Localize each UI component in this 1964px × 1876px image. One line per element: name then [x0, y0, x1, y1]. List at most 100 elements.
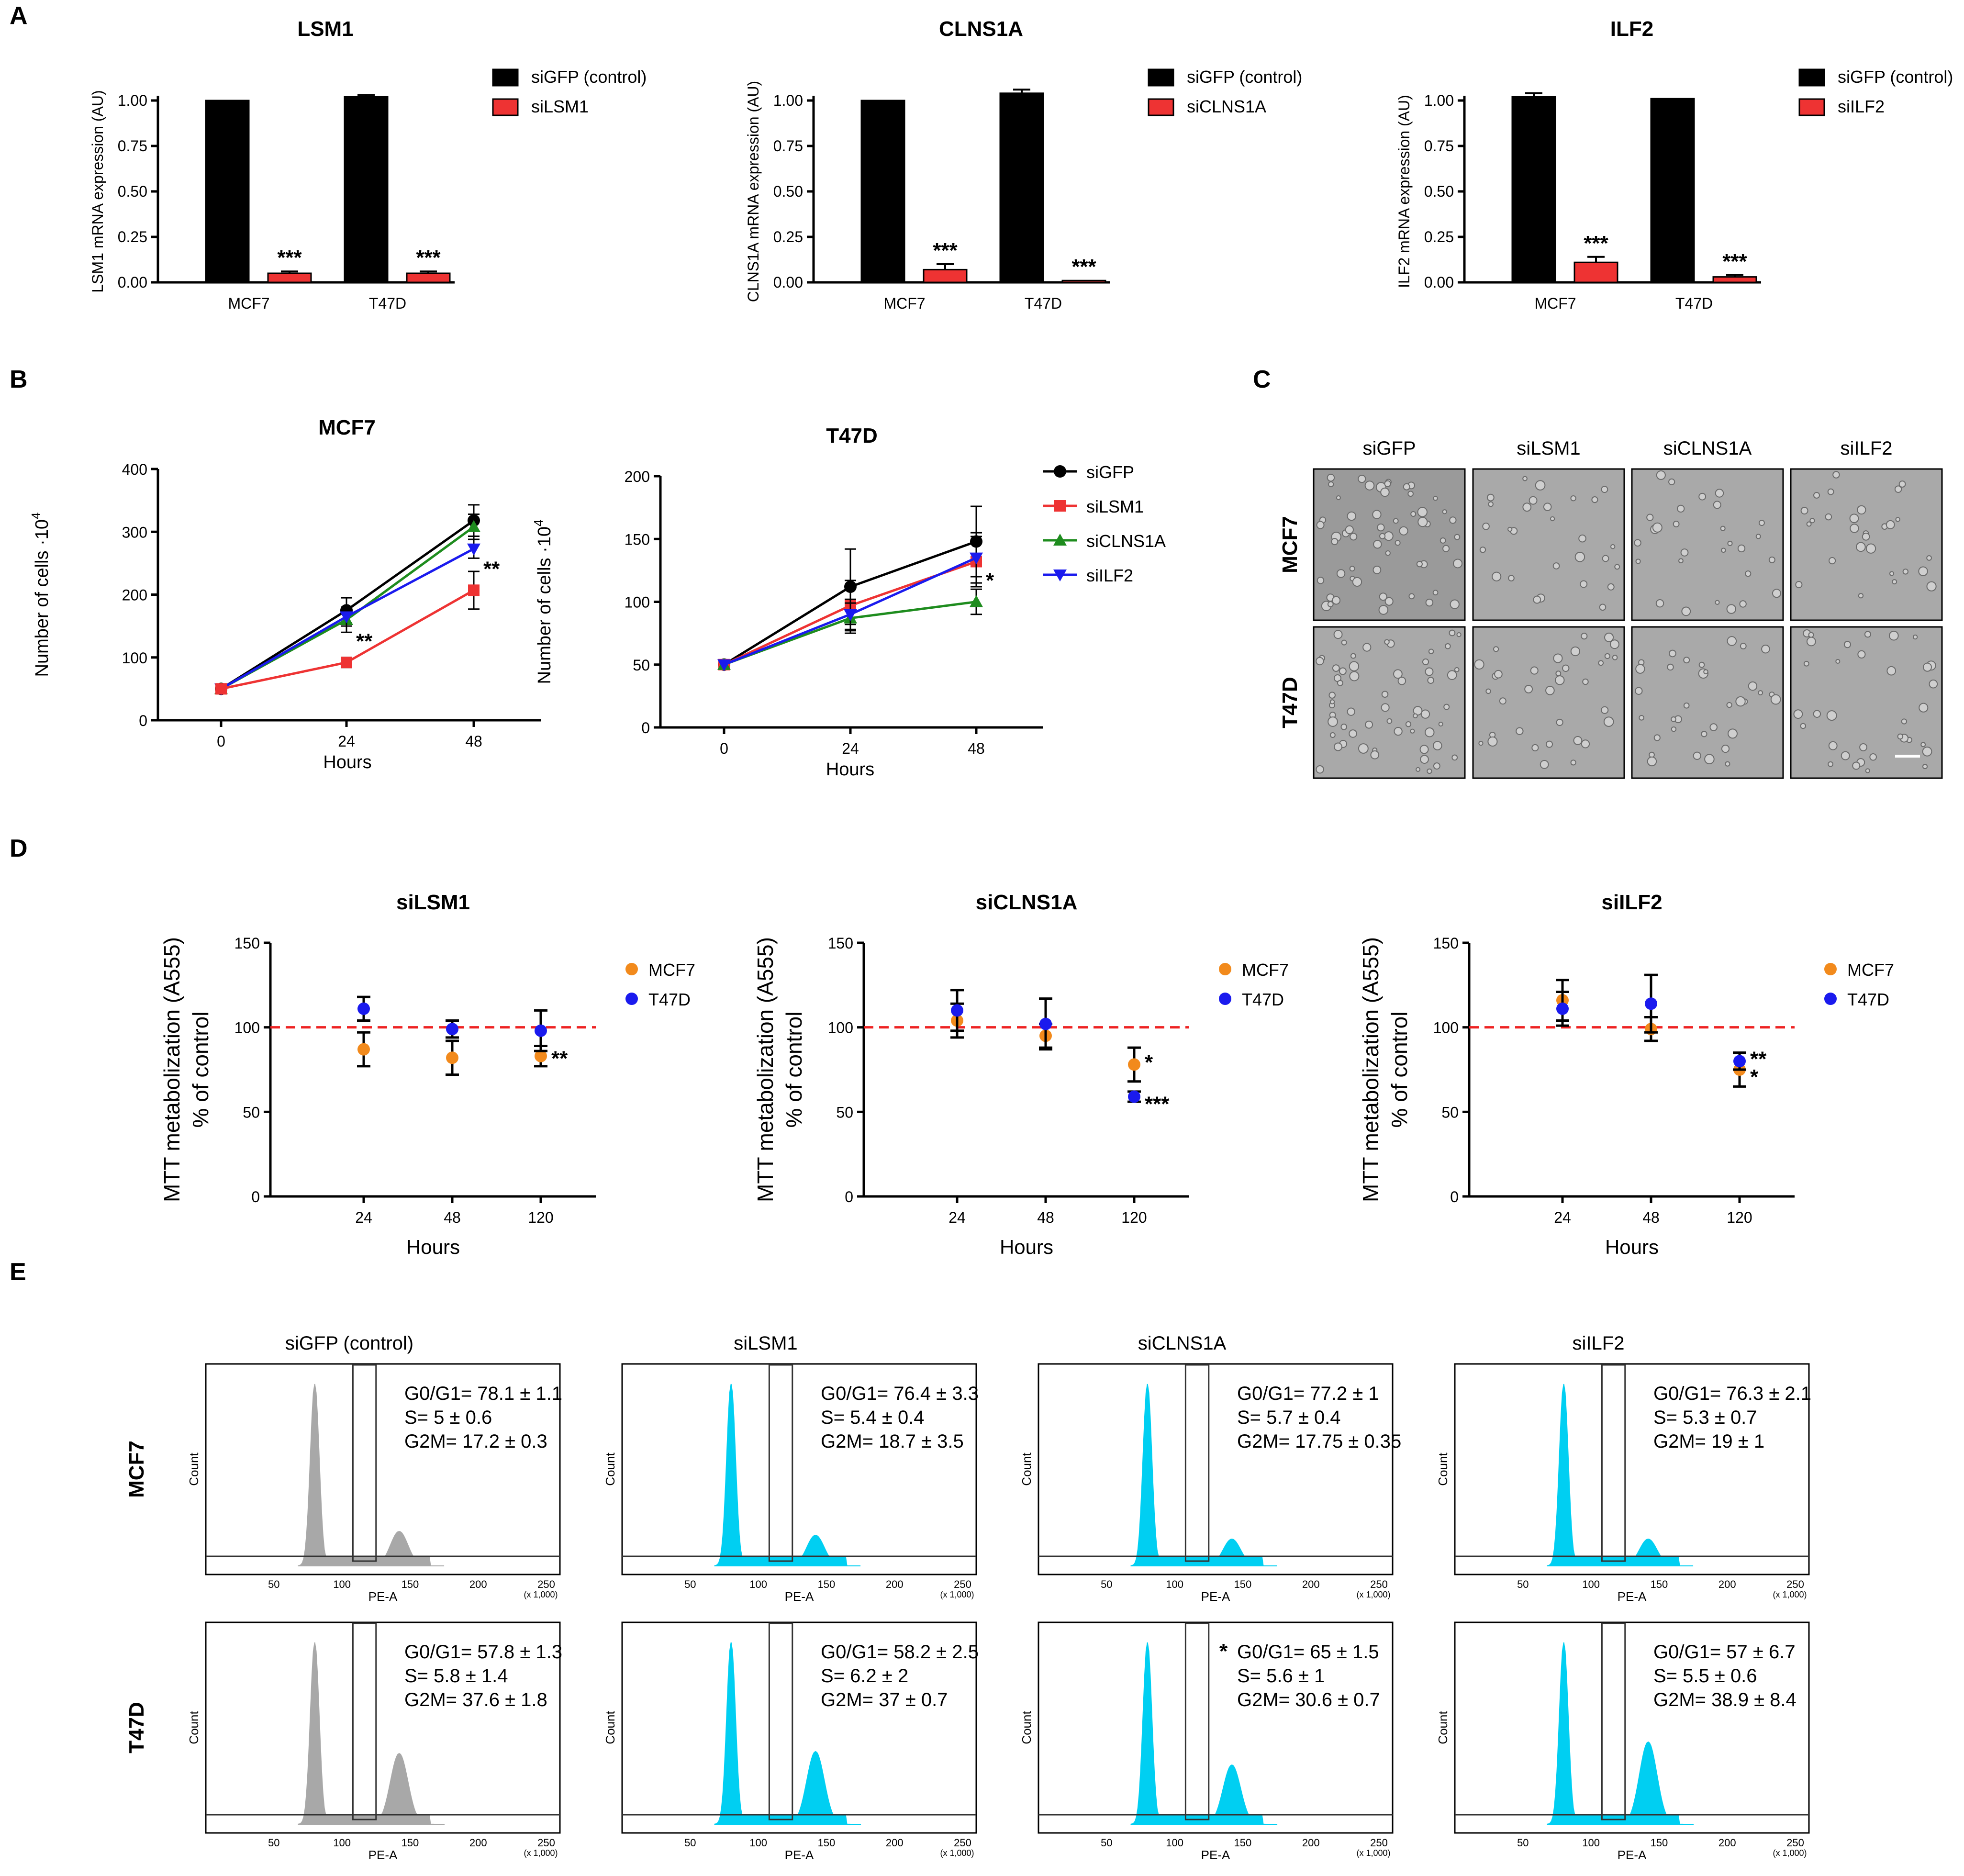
cell — [1591, 496, 1598, 503]
legend-marker — [1219, 963, 1231, 975]
legend-label: T47D — [1242, 990, 1284, 1009]
cell — [1919, 703, 1929, 713]
cell-cycle-stat: S= 5.4 ± 0.4 — [821, 1407, 925, 1428]
cell — [1922, 662, 1932, 672]
x-axis-label: PE-A — [1201, 1848, 1230, 1862]
cell — [1365, 720, 1373, 729]
cytometry-row-label: T47D — [125, 1702, 148, 1753]
cell — [1349, 661, 1360, 671]
panel-letter-b: B — [10, 366, 28, 393]
cell — [1417, 507, 1428, 517]
cell — [1449, 516, 1457, 524]
cell — [1683, 702, 1690, 709]
cell — [1580, 580, 1588, 588]
cytometry-plot: G0/G1= 78.1 ± 1.1 S= 5 ± 0.6 G2M= 17.2 ± 0… — [187, 1363, 562, 1604]
y-tick-label: 0.50 — [1424, 183, 1454, 200]
cell — [1327, 473, 1335, 482]
cell — [1407, 491, 1414, 497]
x-tick-label: 100 — [1582, 1837, 1600, 1849]
cell — [1727, 728, 1738, 739]
cell — [1427, 677, 1435, 684]
x-tick-label: 120 — [528, 1209, 553, 1226]
cell — [1384, 639, 1390, 645]
cell-cycle-stat: S= 5.6 ± 1 — [1237, 1665, 1325, 1686]
cell — [1704, 754, 1715, 765]
marker — [467, 543, 480, 556]
cell-cycle-stat: G0/G1= 76.4 ± 3.3 — [821, 1383, 979, 1404]
cell — [1370, 750, 1380, 759]
data-point — [535, 1024, 547, 1037]
x-tick-label: 0 — [217, 733, 225, 750]
x-tick-label: MCF7 — [883, 295, 925, 312]
x-tick-label: 50 — [1517, 1837, 1529, 1849]
marker — [970, 552, 983, 565]
cell — [1397, 676, 1406, 685]
cell-cycle-stat: S= 5.5 ± 0.6 — [1653, 1665, 1757, 1686]
y-tick-label: 50 — [633, 657, 650, 674]
marker — [1053, 570, 1067, 581]
micrograph — [1790, 626, 1943, 779]
cell-cycle-stat: G2M= 17.2 ± 0.3 — [404, 1431, 547, 1452]
y-tick-label: 300 — [122, 524, 147, 541]
cell — [1671, 726, 1677, 732]
legend-marker — [1824, 963, 1837, 975]
cell — [1478, 741, 1484, 746]
cell — [1395, 540, 1401, 546]
data-point — [535, 1050, 547, 1062]
cell-cycle-stat: S= 5 ± 0.6 — [404, 1407, 492, 1428]
x-tick-label: 100 — [1582, 1578, 1600, 1590]
y-tick-label: 0.00 — [118, 274, 147, 291]
bar — [1650, 98, 1695, 283]
bar-chart-a1: LSM1 0.00 0.25 0.50 0.75 1.00 LSM1 mRNA expres… — [89, 17, 647, 312]
cell — [1516, 727, 1524, 735]
cell-cycle-stat: G0/G1= 65 ± 1.5 — [1237, 1642, 1379, 1663]
cell — [1673, 521, 1680, 527]
legend-label: siLSM1 — [1086, 497, 1144, 516]
cell — [1570, 759, 1576, 766]
panel-letter-a: A — [10, 2, 28, 30]
x-axis-label: Hours — [826, 759, 874, 780]
cell — [1410, 511, 1417, 517]
cell-cycle-stat: G0/G1= 57 ± 6.7 — [1653, 1642, 1796, 1663]
cell — [1316, 521, 1325, 529]
y-axis-label: Count — [187, 1711, 201, 1744]
panel-letter-e: E — [10, 1258, 26, 1286]
cell — [1849, 514, 1859, 524]
cell — [1721, 547, 1726, 553]
gate-box — [1601, 1622, 1626, 1820]
x-axis-label: PE-A — [1618, 1848, 1647, 1862]
cell — [1485, 688, 1491, 694]
cell — [1680, 548, 1689, 557]
cell — [1384, 531, 1394, 541]
cell — [1635, 687, 1643, 695]
y-tick-label: 0.25 — [118, 228, 147, 246]
cell — [1735, 696, 1746, 707]
cell — [1770, 694, 1781, 705]
cell — [1336, 495, 1341, 501]
y-tick-label: 0.25 — [1424, 228, 1454, 246]
x-tick-label: 48 — [465, 733, 482, 750]
cell — [1669, 649, 1676, 658]
x-tick-label: 24 — [842, 740, 859, 757]
cell — [1826, 710, 1837, 721]
bar — [406, 272, 451, 283]
gate-box — [352, 1622, 377, 1820]
y-tick-label: 0.50 — [773, 183, 803, 200]
legend-label: MCF7 — [1847, 960, 1894, 980]
significance-label: ** — [356, 629, 373, 653]
cell — [1671, 716, 1676, 722]
plot-frame — [621, 1363, 977, 1575]
y-tick-label: 50 — [1441, 1104, 1459, 1121]
line-chart-b1: MCF7 0 100 200 300 400 0 24 48 Hours Number of cel… — [29, 416, 541, 772]
y-axis-label-2: % of control — [1387, 1012, 1412, 1128]
x-tick-label: 150 — [1651, 1578, 1668, 1590]
cell — [1922, 746, 1932, 757]
cell — [1440, 537, 1446, 544]
cell — [1352, 577, 1362, 587]
micrograph-column-label: siCLNS1A — [1663, 438, 1752, 459]
cell — [1570, 495, 1576, 502]
data-point — [1556, 1002, 1569, 1015]
cell — [1522, 476, 1528, 481]
cell — [1653, 734, 1661, 741]
cell — [1433, 496, 1438, 501]
